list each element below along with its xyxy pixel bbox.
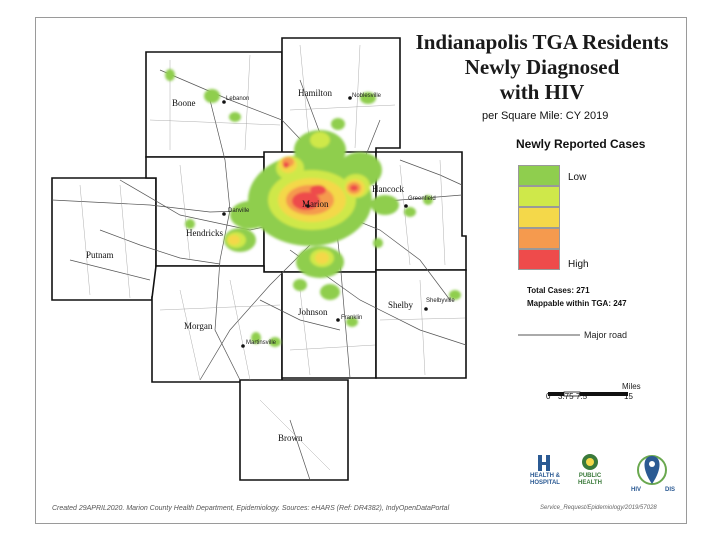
hospital-logo-text: HEALTH & HOSPITAL — [530, 473, 560, 486]
title-line-2: Newly Diagnosed — [464, 55, 620, 79]
legend-high-label: High — [568, 259, 589, 270]
city-markers — [222, 96, 428, 348]
footer-source: Created 29APRIL2020. Marion County Healt… — [52, 505, 450, 512]
shelby-boundary — [375, 269, 467, 379]
county-label: Boone — [172, 98, 196, 108]
county-label: Johnson — [298, 307, 328, 317]
legend-low-label: Low — [568, 172, 587, 183]
county-label: Morgan — [184, 321, 213, 331]
county-label: Brown — [278, 433, 303, 443]
morgan-boundary — [151, 265, 283, 383]
hiv-logo-text: HIV — [630, 487, 641, 493]
city-label: Shelbyville — [426, 298, 455, 304]
public-health-logo-text: PUBLIC HEALTH — [578, 473, 602, 486]
title-line-1: Indianapolis TGA Residents — [415, 30, 669, 54]
total-cases: Total Cases: 271 — [527, 286, 590, 295]
legend-swatch-5 — [518, 249, 560, 270]
legend-swatch-3 — [518, 207, 560, 228]
map-title: Indianapolis TGA Residents Newly Diagnos… — [392, 30, 692, 105]
minor-roads — [79, 44, 466, 471]
city-label: Martinsville — [246, 340, 277, 346]
title-line-3: with HIV — [499, 80, 585, 104]
putnam-boundary — [51, 177, 161, 301]
county-label: Hancock — [372, 184, 404, 194]
city-label: Franklin — [341, 315, 363, 321]
scale-unit: Miles — [622, 382, 641, 391]
brown-boundary — [239, 379, 349, 481]
scale-tick-2: 7.5 — [576, 392, 588, 401]
scale-tick-1: 3.75 — [558, 392, 574, 401]
legend-title: Newly Reported Cases — [516, 137, 646, 151]
scale-tick-0: 0 — [546, 392, 551, 401]
legend-swatch-4 — [518, 228, 560, 249]
county-label: Marion — [302, 199, 329, 209]
case-totals: Total Cases: 271 Mappable within TGA: 24… — [527, 284, 627, 310]
city-label: Greenfield — [408, 196, 436, 202]
legend-swatches — [518, 165, 560, 270]
hospital-logo-mark — [538, 455, 550, 471]
hiv-dis-logo-mark — [637, 455, 667, 485]
county-label: Putnam — [86, 250, 114, 260]
scale-tick-3: 15 — [624, 392, 633, 401]
scale-bar — [548, 391, 628, 397]
county-label: Hamilton — [298, 88, 332, 98]
public-health-logo-mark — [582, 454, 598, 470]
major-road-label: Major road — [584, 330, 628, 340]
footer-reference: Service_Request/Epidemiology/2019/57028 — [540, 505, 657, 511]
county-label: Shelby — [388, 300, 414, 310]
boone-boundary — [145, 51, 283, 158]
city-label: Danville — [228, 208, 250, 214]
dis-logo-text: DIS — [664, 487, 675, 493]
map-subtitle: per Square Mile: CY 2019 — [482, 110, 609, 122]
county-label: Hendricks — [186, 228, 223, 238]
hiv-density-heatmap — [165, 69, 461, 347]
city-label: Noblesville — [352, 93, 382, 99]
legend-swatch-2 — [518, 186, 560, 207]
mappable-cases: Mappable within TGA: 247 — [527, 299, 627, 308]
legend-swatch-1 — [518, 165, 560, 186]
city-label: Lebanon — [226, 96, 250, 102]
